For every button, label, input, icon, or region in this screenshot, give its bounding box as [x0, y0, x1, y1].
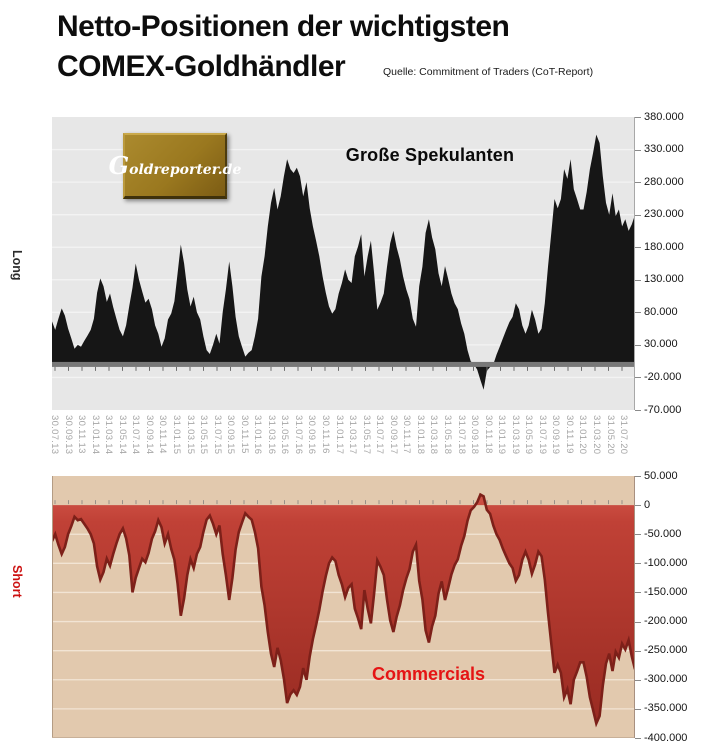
- x-axis-label: 30.09.19: [550, 415, 562, 455]
- y-axis-tick-mark: [635, 476, 641, 477]
- page-title-line1: Netto-Positionen der wichtigsten: [57, 10, 510, 43]
- y-axis-tick-label: 30.000: [644, 338, 678, 351]
- y-axis-tick-label: 0: [644, 498, 651, 511]
- y-axis-tick-label: -350.000: [644, 702, 688, 715]
- y-axis-tick-mark: [635, 621, 641, 623]
- y-axis-tick-label: -250.000: [644, 644, 688, 657]
- y-axis-tick-label: -20.000: [644, 370, 682, 383]
- x-axis-label: 31.01.19: [496, 415, 508, 455]
- x-axis-label: 31.05.19: [523, 415, 535, 455]
- axis-label-short: Short: [10, 565, 24, 598]
- x-axis-label: 31.05.16: [279, 415, 291, 455]
- x-axis-label: 31.05.15: [198, 415, 210, 455]
- x-axis-label: 30.11.17: [401, 415, 413, 454]
- x-axis-label: 31.05.14: [116, 415, 128, 455]
- x-axis-label: 30.11.14: [157, 415, 169, 454]
- x-axis-label: 31.05.17: [360, 415, 372, 455]
- y-axis-tick-label: 230.000: [644, 208, 684, 221]
- y-axis-tick-mark: [635, 247, 641, 249]
- x-axis-label: 30.09.15: [225, 415, 237, 455]
- y-axis-tick-label: -400.000: [644, 731, 688, 744]
- y-axis-tick-mark: [635, 679, 641, 681]
- x-axis-label: 31.07.15: [211, 415, 223, 455]
- y-axis-tick-mark: [635, 377, 641, 379]
- x-axis-label: 31.03.19: [509, 415, 521, 455]
- source-note: Quelle: Commitment of Traders (CoT-Repor…: [383, 66, 594, 78]
- y-axis-tick-mark: [635, 708, 641, 710]
- x-axis-label: 31.03.18: [428, 415, 440, 455]
- series-label-speculators: Große Spekulanten: [345, 145, 515, 165]
- x-axis-label: 30.09.13: [62, 415, 74, 455]
- y-axis-tick-mark: [635, 650, 641, 652]
- y-axis-tick-label: -70.000: [644, 403, 682, 416]
- x-axis-label: 31.07.19: [536, 415, 548, 455]
- x-axis-label: 30.11.19: [563, 415, 575, 454]
- y-axis-tick-mark: [635, 592, 641, 594]
- y-axis-tick-mark: [635, 312, 641, 314]
- x-axis-label: 30.11.16: [320, 415, 331, 454]
- x-axis-label: 31.03.20: [591, 415, 602, 455]
- y-axis-tick-label: 380.000: [644, 110, 684, 123]
- speculators-svg: [52, 117, 635, 410]
- y-axis-tick-label: 130.000: [644, 273, 684, 286]
- x-axis-label: 31.01.14: [89, 415, 101, 455]
- y-axis-tick-mark: [635, 344, 641, 346]
- y-axis-tick-mark: [635, 563, 641, 565]
- x-axis-label: 31.01.20: [577, 415, 589, 455]
- x-axis-label: 31.03.17: [347, 415, 359, 455]
- x-axis-label: 31.01.15: [170, 415, 182, 455]
- x-axis-label: 31.07.14: [130, 415, 142, 455]
- x-axis-label: 30.07.13: [49, 415, 60, 455]
- x-axis-label: 31.01.17: [333, 415, 345, 455]
- x-axis-label: 31.03.16: [265, 415, 277, 455]
- y-axis-tick-label: 80.000: [644, 305, 678, 318]
- y-axis-tick-mark: [635, 410, 641, 411]
- y-axis-tick-label: -200.000: [644, 615, 688, 628]
- x-axis-label: 31.01.18: [414, 415, 426, 455]
- x-axis-label: 31.03.14: [103, 415, 115, 455]
- y-axis-tick-label: 280.000: [644, 175, 684, 188]
- y-axis-tick-mark: [635, 279, 641, 281]
- x-axis-label: 30.09.14: [143, 415, 155, 455]
- x-axis-label: 31.03.15: [184, 415, 196, 455]
- x-axis-label: 30.11.13: [76, 415, 88, 454]
- x-axis-label: 31.05.20: [604, 415, 616, 455]
- x-axis-label: 30.09.16: [306, 415, 318, 455]
- x-axis-label: 31.07.16: [292, 415, 304, 455]
- y-axis-tick-label: 180.000: [644, 240, 684, 253]
- y-axis-tick-label: -150.000: [644, 585, 688, 598]
- y-axis-tick-mark: [635, 505, 641, 507]
- y-axis-tick-label: 330.000: [644, 143, 684, 156]
- x-axis-label: 30.09.18: [469, 415, 481, 455]
- commercials-area-chart: [52, 476, 635, 738]
- y-axis-tick-mark: [635, 738, 641, 739]
- y-axis-tick-mark: [635, 534, 641, 536]
- x-axis-label: 31.01.16: [252, 415, 264, 455]
- y-axis-tick-mark: [635, 214, 641, 216]
- goldreporter-logo: Goldreporter.de: [109, 133, 241, 199]
- series-label-commercials: Commercials: [372, 664, 486, 684]
- page-title-line2: COMEX-Goldhändler: [57, 50, 346, 83]
- x-axis-label: 31.07.18: [455, 415, 467, 455]
- y-axis-tick-label: 50.000: [644, 469, 678, 482]
- y-axis-tick-mark: [635, 182, 641, 184]
- x-axis-label: 30.11.18: [482, 415, 494, 454]
- x-axis-label: 31.05.18: [441, 415, 453, 455]
- commercials-svg: [52, 476, 635, 738]
- y-axis-tick-label: -300.000: [644, 673, 688, 686]
- y-axis-tick-mark: [635, 149, 641, 151]
- x-axis-label: 30.11.15: [238, 415, 250, 454]
- axis-label-long: Long: [10, 250, 24, 281]
- goldreporter-logo-text: Goldreporter.de: [108, 151, 242, 180]
- x-axis-label: 30.09.17: [387, 415, 399, 455]
- x-axis-label: 31.07.20: [618, 415, 630, 455]
- x-axis-label: 31.07.17: [374, 415, 386, 455]
- y-axis-tick-mark: [635, 117, 641, 118]
- y-axis-tick-label: -100.000: [644, 556, 688, 569]
- y-axis-tick-label: -50.000: [644, 527, 682, 540]
